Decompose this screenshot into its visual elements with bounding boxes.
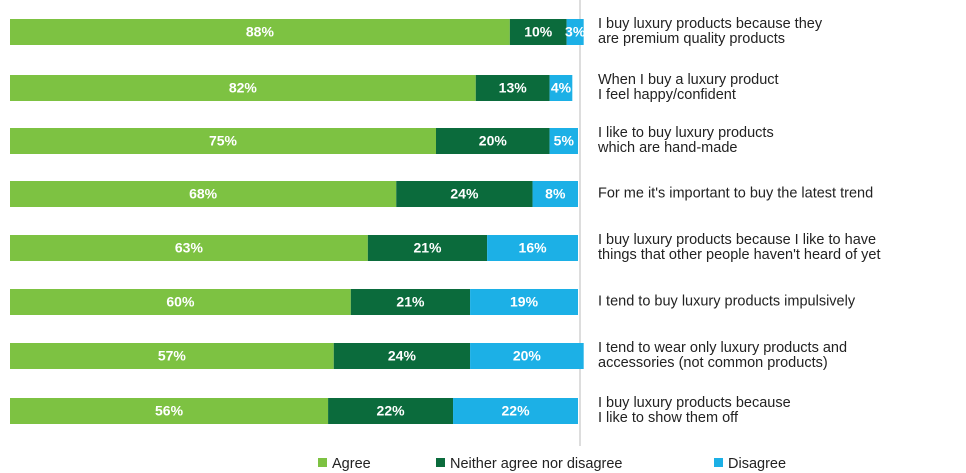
data-label: 24%: [388, 348, 417, 364]
data-label: 16%: [519, 240, 548, 256]
data-label: 22%: [377, 403, 406, 419]
bar-segment: [10, 75, 476, 101]
bar-segment: [549, 75, 573, 101]
bar-segment: [10, 343, 334, 369]
data-label: 19%: [510, 294, 539, 310]
data-label: 13%: [499, 80, 528, 96]
bar-segment: [470, 289, 578, 315]
data-label: 8%: [545, 186, 566, 202]
data-label: 68%: [189, 186, 218, 202]
data-label: 20%: [479, 133, 508, 149]
legend-swatch: [436, 458, 445, 467]
category-label: I tend to buy luxury products impulsivel…: [598, 293, 856, 310]
category-label: I like to buy luxury products which are …: [598, 125, 774, 156]
category-label: I tend to wear only luxury products and …: [598, 340, 848, 371]
data-label: 4%: [551, 80, 572, 96]
data-label: 88%: [246, 24, 275, 40]
bar-segment: [10, 181, 397, 207]
bar-segment: [10, 398, 329, 424]
data-label: 60%: [166, 294, 195, 310]
data-label: 75%: [209, 133, 238, 149]
category-label: When I buy a luxury product I feel happy…: [598, 72, 779, 103]
legend-swatch: [714, 458, 723, 467]
bar-segment: [509, 19, 567, 45]
bar-segment: [10, 128, 436, 154]
legend-label: Neither agree nor disagree: [450, 456, 623, 472]
data-label: 63%: [175, 240, 204, 256]
bar-segment: [10, 235, 368, 261]
legend-swatch: [318, 458, 327, 467]
category-label: I buy luxury products because they are p…: [598, 16, 823, 47]
category-label: I buy luxury products because I like to …: [598, 232, 881, 263]
data-label: 5%: [554, 133, 575, 149]
bar-segment: [549, 128, 578, 154]
data-label: 21%: [396, 294, 425, 310]
bar-segment: [453, 398, 578, 424]
bar-segment: [10, 289, 351, 315]
legend-label: Disagree: [728, 456, 786, 472]
bar-segment: [475, 75, 550, 101]
bar-segment: [487, 235, 578, 261]
bar-segment: [10, 19, 510, 45]
bar-segment: [328, 398, 454, 424]
bar-segment: [350, 289, 471, 315]
data-label: 20%: [513, 348, 542, 364]
data-label: 22%: [502, 403, 531, 419]
bar-segment: [333, 343, 471, 369]
data-label: 21%: [413, 240, 442, 256]
category-label: For me it's important to buy the latest …: [598, 185, 874, 202]
bar-segment: [532, 181, 578, 207]
bar-segment: [396, 181, 533, 207]
data-label: 56%: [155, 403, 184, 419]
bar-segment: [367, 235, 488, 261]
data-label: 82%: [229, 80, 258, 96]
data-label: 57%: [158, 348, 187, 364]
bar-segment: [436, 128, 550, 154]
bar-segment: [566, 19, 584, 45]
data-label: 3%: [565, 24, 586, 40]
legend-label: Agree: [332, 456, 371, 472]
data-label: 24%: [450, 186, 479, 202]
bar-segment: [470, 343, 584, 369]
data-label: 10%: [524, 24, 553, 40]
category-label: I buy luxury products because I like to …: [598, 395, 791, 426]
